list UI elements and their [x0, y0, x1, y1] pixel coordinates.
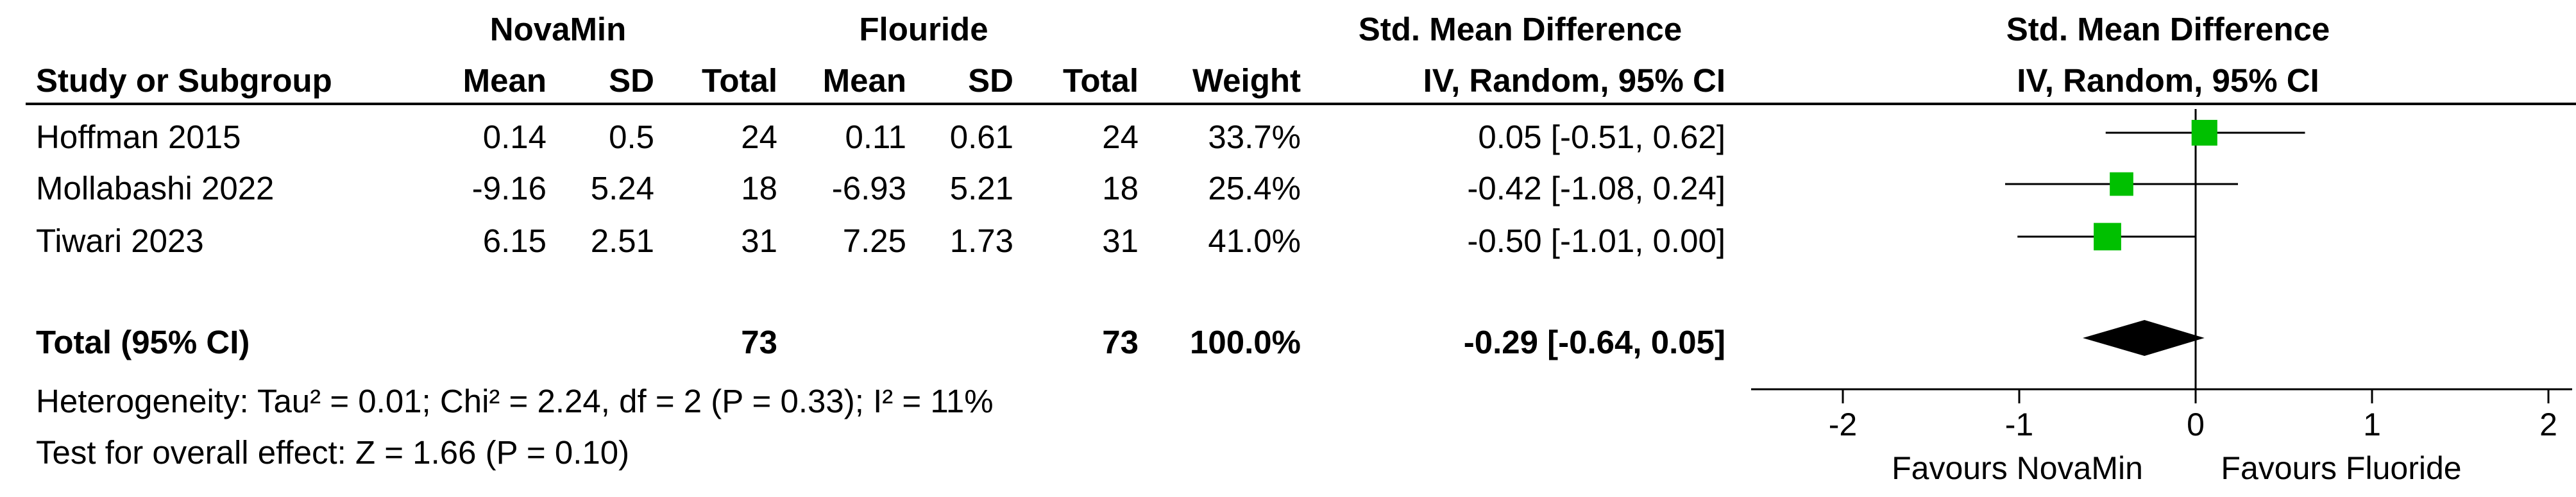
mean2-value: -6.93 [831, 170, 906, 206]
sd1-value: 2.51 [590, 223, 654, 259]
study-marker [2110, 172, 2133, 196]
ci-value: 0.05 [-0.51, 0.62] [1478, 119, 1725, 155]
total-label: Total (95% CI) [36, 324, 250, 360]
sd1-value: 5.24 [590, 170, 654, 206]
sd1-header: SD [609, 62, 654, 99]
x-axis-tick-label: 2 [2539, 407, 2557, 442]
sd2-value: 1.73 [949, 223, 1013, 259]
weight-value: 41.0% [1208, 223, 1301, 259]
mean2-value: 7.25 [842, 223, 906, 259]
sd2-header: SD [968, 62, 1013, 99]
study-header: Study or Subgroup [36, 62, 332, 99]
smd-method-plot-header: IV, Random, 95% CI [2017, 62, 2319, 99]
weight-value: 25.4% [1208, 170, 1301, 206]
mean2-header: Mean [822, 62, 906, 99]
total-ci: -0.29 [-0.64, 0.05] [1463, 324, 1725, 360]
overall-effect-text: Test for overall effect: Z = 1.66 (P = 0… [36, 434, 630, 471]
study-marker [2191, 119, 2217, 146]
group2-header: Flouride [859, 11, 988, 47]
total2-header: Total [1062, 62, 1139, 99]
sd1-value: 0.5 [609, 119, 654, 155]
x-axis-tick-label: -1 [2005, 407, 2033, 442]
mean1-header: Mean [462, 62, 547, 99]
study-name: Hoffman 2015 [36, 119, 241, 155]
total-weight: 100.0% [1190, 324, 1301, 360]
header-rule [26, 103, 2576, 105]
mean1-value: -9.16 [471, 170, 547, 206]
smd-method-table-header: IV, Random, 95% CI [1423, 62, 1725, 99]
x-axis-tick-label: -2 [1829, 407, 1857, 442]
total1-value: 31 [741, 223, 777, 259]
x-axis-tick-label: 0 [2187, 407, 2205, 442]
sd2-value: 0.61 [949, 119, 1013, 155]
total2-sum: 73 [1102, 324, 1139, 360]
weight-value: 33.7% [1208, 119, 1301, 155]
study-marker [2094, 223, 2121, 251]
total2-value: 24 [1102, 119, 1139, 155]
weight-header: Weight [1192, 62, 1301, 99]
study-name: Tiwari 2023 [36, 223, 204, 259]
smd-table-header: Std. Mean Difference [1358, 11, 1682, 47]
smd-plot-header: Std. Mean Difference [2006, 11, 2330, 47]
mean1-value: 0.14 [482, 119, 547, 155]
favours-right-label: Favours Fluoride [2221, 450, 2462, 486]
mean1-value: 6.15 [482, 223, 547, 259]
total1-sum: 73 [741, 324, 777, 360]
ci-value: -0.42 [-1.08, 0.24] [1467, 170, 1725, 206]
total2-value: 31 [1102, 223, 1139, 259]
pooled-diamond [2083, 320, 2205, 356]
mean2-value: 0.11 [845, 119, 906, 155]
group1-header: NovaMin [489, 11, 627, 47]
total1-value: 18 [741, 170, 777, 206]
total2-value: 18 [1102, 170, 1139, 206]
study-name: Mollabashi 2022 [36, 170, 275, 206]
heterogeneity-text: Heterogeneity: Tau² = 0.01; Chi² = 2.24,… [36, 383, 994, 419]
x-axis-tick-label: 1 [2363, 407, 2381, 442]
favours-left-label: Favours NovaMin [1892, 450, 2143, 486]
total1-header: Total [701, 62, 777, 99]
ci-value: -0.50 [-1.01, 0.00] [1467, 223, 1725, 259]
total1-value: 24 [741, 119, 777, 155]
sd2-value: 5.21 [949, 170, 1013, 206]
